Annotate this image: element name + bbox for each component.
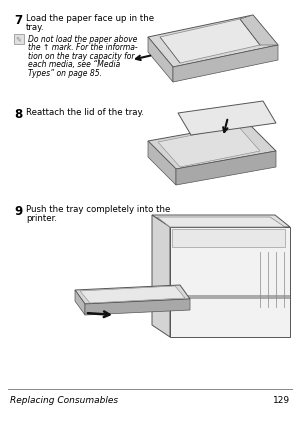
Polygon shape <box>173 46 278 83</box>
Text: Push the tray completely into the: Push the tray completely into the <box>26 204 170 213</box>
Polygon shape <box>158 127 260 167</box>
Polygon shape <box>80 286 185 303</box>
Text: ✎: ✎ <box>16 36 21 43</box>
Polygon shape <box>176 152 276 186</box>
Polygon shape <box>148 16 278 68</box>
Text: Load the paper face up in the: Load the paper face up in the <box>26 14 154 23</box>
Polygon shape <box>160 20 260 64</box>
Polygon shape <box>85 299 190 315</box>
Text: Replacing Consumables: Replacing Consumables <box>10 395 118 404</box>
Text: Do not load the paper above: Do not load the paper above <box>28 35 137 44</box>
Polygon shape <box>240 16 278 46</box>
Text: each media, see “Media: each media, see “Media <box>28 60 120 69</box>
Text: 8: 8 <box>14 108 22 121</box>
Polygon shape <box>172 230 285 248</box>
Text: 7: 7 <box>14 14 22 27</box>
Polygon shape <box>75 290 85 315</box>
Text: tray.: tray. <box>26 23 45 32</box>
Text: 9: 9 <box>14 204 22 218</box>
Polygon shape <box>152 216 290 227</box>
Polygon shape <box>148 142 176 186</box>
Text: tion on the tray capacity for: tion on the tray capacity for <box>28 52 134 61</box>
Text: printer.: printer. <box>26 213 57 222</box>
Polygon shape <box>157 218 285 227</box>
Polygon shape <box>178 102 276 136</box>
Bar <box>170 295 290 299</box>
Text: 129: 129 <box>273 395 290 404</box>
Polygon shape <box>75 285 190 304</box>
Text: Types” on page 85.: Types” on page 85. <box>28 69 102 78</box>
FancyBboxPatch shape <box>14 35 23 44</box>
Polygon shape <box>170 227 290 337</box>
Polygon shape <box>152 216 170 337</box>
Text: the ↑ mark. For the informa-: the ↑ mark. For the informa- <box>28 43 138 52</box>
Polygon shape <box>148 38 173 83</box>
Polygon shape <box>148 124 276 170</box>
Text: Reattach the lid of the tray.: Reattach the lid of the tray. <box>26 108 144 117</box>
